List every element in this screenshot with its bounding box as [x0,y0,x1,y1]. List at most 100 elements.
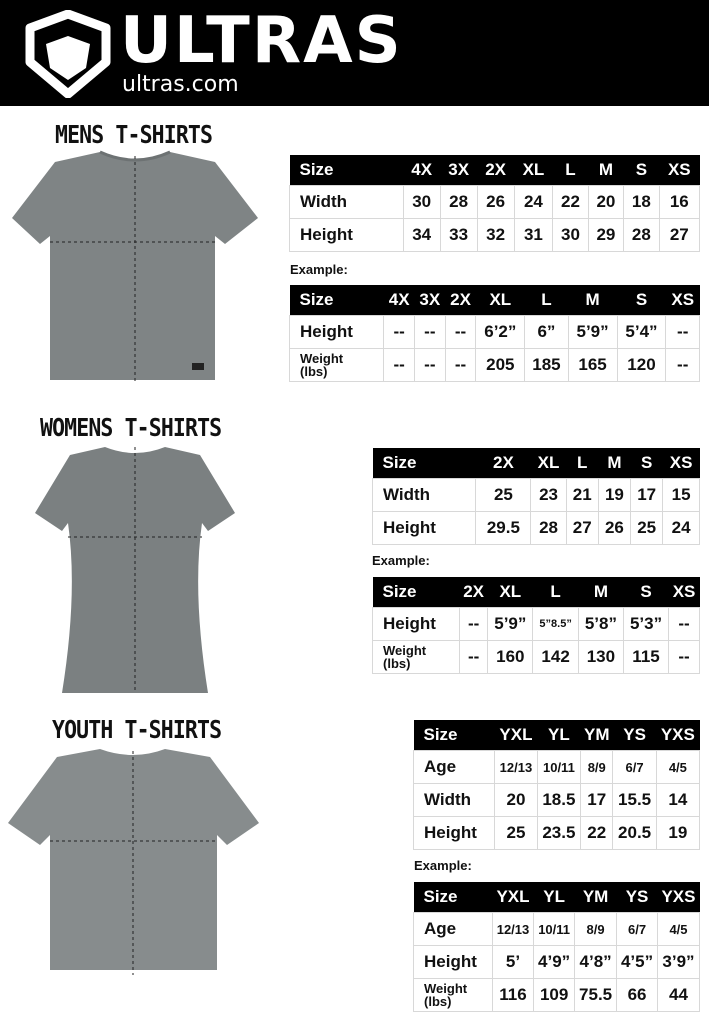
column-header-xl: XL [530,448,567,479]
table-header-row: Size 2X XL L M S XS [372,448,700,479]
table-cell: 6” [524,315,569,349]
table-row: Height 29.5 28 27 26 25 24 [371,511,700,545]
table-cell: 3’9” [656,945,701,979]
column-header-l: L [532,577,579,608]
column-header-xs: XS [659,155,700,186]
row-label: Height [412,816,496,850]
table-cell: 5’9” [567,315,618,349]
table-cell: 26 [476,185,515,219]
table-cell: 21 [565,478,599,512]
ultras-shield-logo [25,10,111,98]
table-cell: 185 [524,348,569,382]
table-cell: 29.5 [475,511,532,545]
column-header-size: Size [372,448,476,479]
table-row: Height 25 23.5 22 20.5 19 [412,816,701,850]
column-header-xl: XL [487,577,533,608]
table-cell: 29 [587,218,625,252]
column-header-yxs: YXS [657,882,700,913]
table-cell: 205 [475,348,526,382]
table-cell: -- [383,315,415,349]
brand-name: ULTRAS [120,4,403,78]
womens-tshirt-image [35,447,235,693]
table-cell: 5’9” [487,607,534,641]
row-label: Weight (lbs) [413,978,493,1012]
table-row: Width 20 18.5 17 15.5 14 [412,783,701,817]
table-cell: 20.5 [612,816,657,850]
column-header-ym: YM [574,882,617,913]
column-header-size: Size [289,285,384,316]
row-label: Height [371,511,477,545]
mens-example-label: Example: [290,262,348,277]
table-cell: 28 [530,511,567,545]
table-cell: 17 [580,783,614,817]
row-label: Height [372,607,460,641]
table-cell: 18 [623,185,660,219]
table-row: Height 34 33 32 31 30 29 28 27 [289,218,701,252]
table-cell: 28 [623,218,660,252]
row-label: Width [412,783,496,817]
table-row: Age 12/13 10/11 8/9 6/7 4/5 [412,750,701,784]
table-cell: 5’8” [577,607,624,641]
column-header-3x: 3X [440,155,478,186]
womens-example-label: Example: [372,553,430,568]
brand-url: ultras.com [122,72,239,97]
column-header-s: S [617,285,666,316]
row-label: Height [413,945,493,979]
column-header-yl: YL [537,720,581,751]
column-header-xs: XS [668,577,700,608]
table-cell: 14 [655,783,701,817]
table-cell: -- [444,315,477,349]
table-row: Width 30 28 26 24 22 20 18 16 [289,185,701,219]
table-row: Weight (lbs) -- 160 142 130 115 -- [372,640,700,674]
table-cell: 4’8” [574,945,618,979]
womens-example-table: Size 2X XL L M S XS Height -- 5’9” 5”8.5” 5’8” 5’3” -… [372,577,700,674]
brand-header: ULTRAS ultras.com [0,0,709,106]
table-cell: 12/13 [491,912,535,946]
table-cell: 6/7 [612,750,657,784]
column-header-ys: YS [616,882,658,913]
table-cell: 19 [655,816,701,850]
youth-example-label: Example: [414,858,472,873]
table-cell: 5’ [491,945,535,979]
table-cell: 12/13 [494,750,538,784]
column-header-size: Size [413,720,495,751]
table-cell: 6/7 [616,912,658,946]
column-header-l: L [566,448,599,479]
table-cell: -- [413,348,446,382]
table-cell: 44 [656,978,701,1012]
column-header-xl: XL [514,155,553,186]
table-cell: -- [668,607,700,641]
table-header-row: Size 4X 3X 2X XL L M S XS [289,285,700,316]
table-cell: 17 [630,478,664,512]
mens-title: MENS T-SHIRTS [55,120,213,149]
table-cell: 8/9 [574,912,618,946]
table-cell: 18.5 [536,783,582,817]
table-row: Height 5’ 4’9” 4’8” 4’5” 3’9” [413,945,701,979]
table-cell: 27 [565,511,599,545]
table-header-row: Size 2X XL L M S XS [372,577,700,608]
mens-example-table: Size 4X 3X 2X XL L M S XS Height -- -- -- 6’2” 6” 5’9” 5… [288,285,700,382]
table-cell: 142 [532,640,579,674]
table-cell: 10/11 [536,750,582,784]
table-row: Age 12/13 10/11 8/9 6/7 4/5 [413,912,701,946]
table-cell: 15.5 [612,783,657,817]
table-cell: 8/9 [580,750,614,784]
row-label: Weight (lbs) [288,348,385,382]
column-header-yxl: YXL [494,720,538,751]
table-cell: 5”8.5” [532,607,579,641]
table-cell: 28 [439,185,478,219]
table-row: Height -- 5’9” 5”8.5” 5’8” 5’3” -- [372,607,700,641]
table-cell: -- [458,607,489,641]
column-header-s: S [623,577,669,608]
table-cell: 24 [662,511,700,545]
table-cell: 27 [658,218,701,252]
table-cell: -- [413,315,446,349]
column-header-4x: 4X [383,285,415,316]
table-cell: 30 [552,218,589,252]
table-header-row: Size 4X 3X 2X XL L M S XS [289,155,700,186]
table-cell: 4/5 [656,912,701,946]
table-cell: 5’3” [622,607,670,641]
column-header-m: M [588,155,624,186]
column-header-yxs: YXS [656,720,700,751]
column-header-s: S [623,155,660,186]
